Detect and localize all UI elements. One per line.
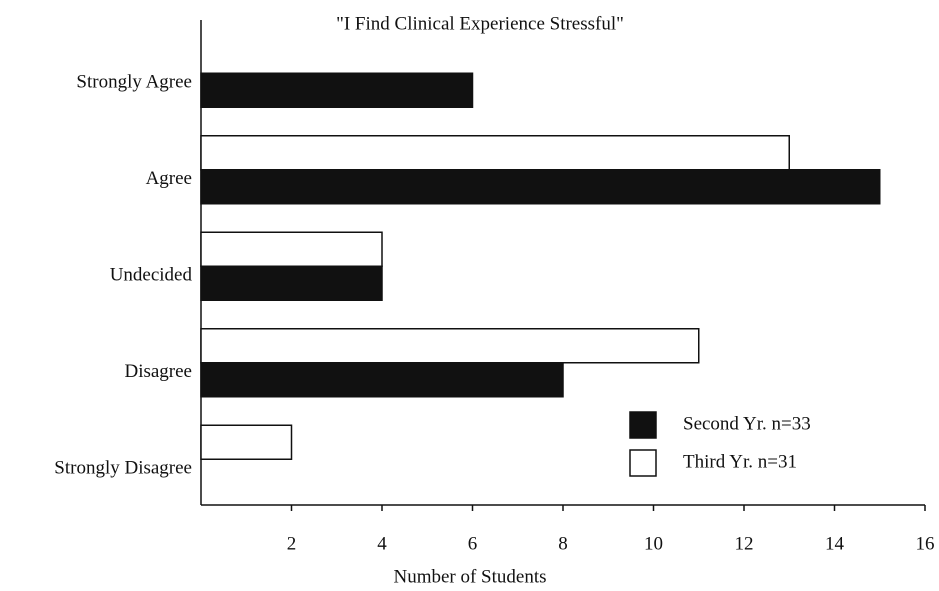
x-tick-label: 6 bbox=[468, 533, 478, 554]
bar bbox=[200, 265, 383, 301]
y-tick-label: Strongly Disagree bbox=[54, 458, 192, 479]
x-tick-label: 2 bbox=[287, 533, 297, 554]
y-tick-label: Disagree bbox=[124, 361, 192, 382]
bar bbox=[200, 169, 881, 205]
legend-swatch bbox=[629, 449, 657, 477]
x-tick-label: 10 bbox=[644, 533, 663, 554]
legend-label: Second Yr. n=33 bbox=[683, 413, 811, 434]
bar bbox=[200, 362, 564, 398]
x-tick-label: 14 bbox=[825, 533, 845, 554]
x-axis-label: Number of Students bbox=[393, 566, 546, 587]
bar bbox=[200, 135, 790, 171]
legend-label: Third Yr. n=31 bbox=[683, 451, 797, 472]
bar bbox=[200, 72, 474, 108]
y-tick-label: Undecided bbox=[110, 265, 193, 286]
x-tick-label: 8 bbox=[558, 533, 568, 554]
bar bbox=[200, 231, 383, 267]
y-tick-label: Strongly Agree bbox=[76, 72, 192, 93]
x-tick-label: 16 bbox=[916, 533, 935, 554]
x-tick-label: 4 bbox=[377, 533, 387, 554]
bar bbox=[200, 328, 700, 364]
bar bbox=[200, 424, 293, 460]
legend-swatch bbox=[629, 411, 657, 439]
y-tick-label: Agree bbox=[146, 168, 192, 189]
chart-title: "I Find Clinical Experience Stressful" bbox=[336, 13, 624, 34]
x-tick-label: 12 bbox=[735, 533, 754, 554]
